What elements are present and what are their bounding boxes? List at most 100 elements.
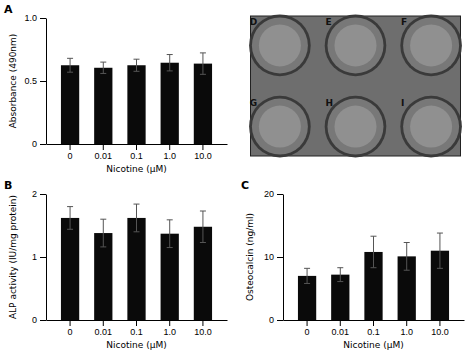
x-tick: 10.0 bbox=[194, 144, 212, 161]
x-tick: 10.0 bbox=[431, 320, 449, 337]
dish-rim bbox=[249, 96, 311, 158]
dish-rim bbox=[325, 15, 387, 77]
y-tick-label: 0 bbox=[32, 139, 37, 149]
error-bar bbox=[337, 268, 343, 282]
x-tick-mark bbox=[202, 320, 203, 326]
dish-rim bbox=[249, 15, 311, 77]
x-axis-title: Nicotine (μM) bbox=[106, 164, 166, 174]
photo-label: I bbox=[401, 98, 404, 108]
dish bbox=[325, 15, 387, 77]
y-axis-title: Absorbance (490nm) bbox=[8, 34, 18, 129]
x-tick-label: 0.01 bbox=[95, 327, 113, 337]
x-tick-mark bbox=[406, 320, 407, 326]
y-tick-mark bbox=[40, 320, 46, 321]
y-tick: 0 bbox=[32, 315, 46, 325]
x-axis: 0 0.01 0.1 1.0 10.0 bbox=[47, 320, 228, 337]
x-tick-mark bbox=[136, 144, 137, 150]
dish-rim bbox=[400, 15, 462, 77]
bar bbox=[127, 65, 145, 144]
x-tick-mark bbox=[70, 144, 71, 150]
x-tick-mark bbox=[202, 144, 203, 150]
y-tick: 2 bbox=[32, 189, 46, 199]
x-tick: 0 bbox=[68, 144, 73, 161]
x-tick-mark bbox=[136, 320, 137, 326]
error-bar bbox=[100, 62, 106, 73]
x-tick: 10.0 bbox=[194, 320, 212, 337]
error-bar bbox=[200, 53, 206, 74]
error-bar bbox=[100, 219, 106, 247]
x-tick-mark bbox=[103, 144, 104, 150]
x-tick-mark bbox=[439, 320, 440, 326]
plot-area bbox=[61, 204, 212, 320]
dish-rim bbox=[400, 96, 462, 158]
y-axis-title: ALP activity (IU/mg protein) bbox=[8, 195, 18, 319]
dish-center bbox=[259, 24, 301, 66]
x-tick-mark bbox=[169, 320, 170, 326]
y-tick-mark bbox=[40, 144, 46, 145]
y-tick-mark bbox=[40, 81, 46, 82]
error-bar bbox=[134, 59, 140, 71]
y-tick-label: 1.0 bbox=[24, 13, 37, 23]
x-tick-mark bbox=[103, 320, 104, 326]
dish-rim bbox=[325, 96, 387, 158]
error-bar bbox=[134, 204, 140, 232]
x-tick: 1.0 bbox=[163, 144, 176, 161]
x-tick: 0.01 bbox=[332, 320, 350, 337]
photo-label: F bbox=[401, 17, 407, 27]
x-axis: 00.010.11.010.0 bbox=[47, 144, 228, 161]
x-tick-label: 10.0 bbox=[194, 327, 212, 337]
error-bar bbox=[67, 207, 73, 230]
y-tick: 0.5 bbox=[24, 76, 46, 86]
x-tick-mark bbox=[169, 144, 170, 150]
bar bbox=[61, 65, 79, 144]
y-tick-label: 10 bbox=[264, 252, 274, 262]
y-axis: 0 0.5 1.0 bbox=[24, 13, 46, 149]
error-bar bbox=[167, 220, 173, 248]
y-axis-line bbox=[46, 19, 47, 145]
x-tick-label: 1.0 bbox=[163, 151, 176, 161]
dish-body bbox=[252, 17, 308, 73]
plot-area bbox=[61, 53, 212, 144]
bar bbox=[94, 68, 112, 144]
panel: 0 0.01 0.1 1.0 10.0 0 1 2 Nicotine (μM) ALP activ… bbox=[4, 179, 228, 350]
y-tick: 1 bbox=[32, 252, 46, 262]
x-tick-label: 0.01 bbox=[332, 327, 350, 337]
photo-background bbox=[251, 16, 461, 156]
x-tick: 0.01 bbox=[95, 320, 113, 337]
dish-body bbox=[328, 99, 384, 155]
dish-body bbox=[328, 17, 384, 73]
y-tick-label: 20 bbox=[264, 189, 274, 199]
y-tick-mark bbox=[277, 257, 283, 258]
x-tick-label: 0.1 bbox=[367, 327, 380, 337]
panel: 00.010.11.010.000.51.0Nicotine (μM)Absor… bbox=[4, 3, 228, 174]
x-tick-label: 0.01 bbox=[95, 151, 113, 161]
x-tick: 0.1 bbox=[130, 320, 143, 337]
y-axis-title: Osteocalcin (ng/ml) bbox=[245, 213, 255, 301]
dish-center bbox=[335, 106, 377, 148]
dish-body bbox=[403, 17, 459, 73]
y-axis: 01020 bbox=[264, 189, 284, 325]
y-tick: 0 bbox=[32, 139, 46, 149]
dish-center bbox=[410, 24, 452, 66]
y-tick-label: 0 bbox=[32, 315, 37, 325]
x-axis-title: Nicotine (μM) bbox=[106, 340, 166, 350]
x-tick-label: 1.0 bbox=[163, 327, 176, 337]
dish-center bbox=[335, 24, 377, 66]
bar bbox=[161, 63, 179, 144]
dish-body bbox=[252, 99, 308, 155]
y-tick-mark bbox=[277, 194, 283, 195]
y-axis: 0 1 2 bbox=[32, 189, 47, 325]
photo-label: E bbox=[325, 17, 331, 27]
x-tick-label: 0 bbox=[68, 327, 73, 337]
x-tick: 0 bbox=[68, 320, 73, 337]
x-tick-label: 10.0 bbox=[431, 327, 449, 337]
bar bbox=[127, 218, 145, 320]
error-bar bbox=[437, 233, 443, 268]
bar bbox=[194, 64, 212, 144]
error-bar bbox=[404, 243, 410, 271]
y-tick-label: 0.5 bbox=[24, 76, 37, 86]
x-tick-label: 1.0 bbox=[400, 327, 413, 337]
x-tick-mark bbox=[373, 320, 374, 326]
x-tick-label: 0 bbox=[305, 327, 310, 337]
panel-label: A bbox=[4, 3, 13, 16]
